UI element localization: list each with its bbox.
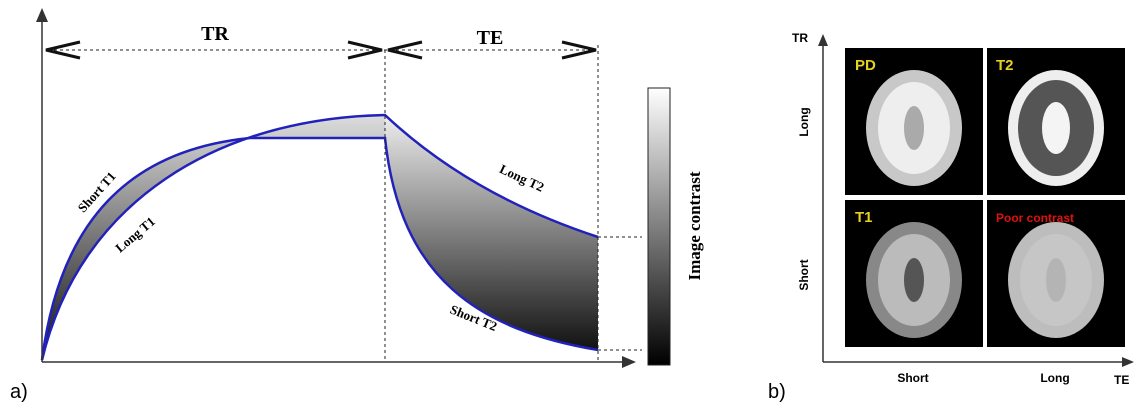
contrast-bar (648, 88, 670, 365)
tile: Poor contrast (987, 200, 1125, 347)
x-label: Long (1040, 371, 1069, 385)
y-label: Long (797, 107, 811, 136)
tile-label: T2 (996, 57, 1014, 74)
tile: T1 (845, 200, 983, 347)
t2-area (385, 115, 598, 350)
tile-label: T1 (855, 209, 873, 226)
image-contrast-label: Image contrast (685, 171, 704, 280)
curve-label: Long T2 (497, 161, 546, 194)
x-label: Short (897, 371, 928, 385)
arrow (1122, 357, 1134, 367)
panel-a: TR TE Short T1 Long T1 Long T2 Short T2 … (10, 8, 704, 403)
arrow (36, 8, 48, 22)
te-label: TE (477, 27, 504, 49)
curve-label: Long T1 (112, 214, 158, 256)
panel-b: TR TE Long Short Short Long PD T2 T1 Poo… (768, 31, 1134, 403)
arrow (622, 356, 636, 368)
tr-label: TR (201, 23, 229, 45)
arrow (818, 34, 828, 46)
y-label: Short (797, 259, 811, 290)
axis-label: TR (792, 31, 808, 45)
tile: T2 (987, 48, 1125, 195)
tile-label: PD (855, 57, 876, 74)
tile-label: Poor contrast (996, 211, 1074, 225)
axis-label: TE (1114, 373, 1129, 387)
panel-label: b) (768, 381, 786, 403)
panel-label: a) (10, 381, 28, 403)
figure: TR TE Short T1 Long T1 Long T2 Short T2 … (0, 0, 1143, 412)
tile: PD (845, 48, 983, 195)
